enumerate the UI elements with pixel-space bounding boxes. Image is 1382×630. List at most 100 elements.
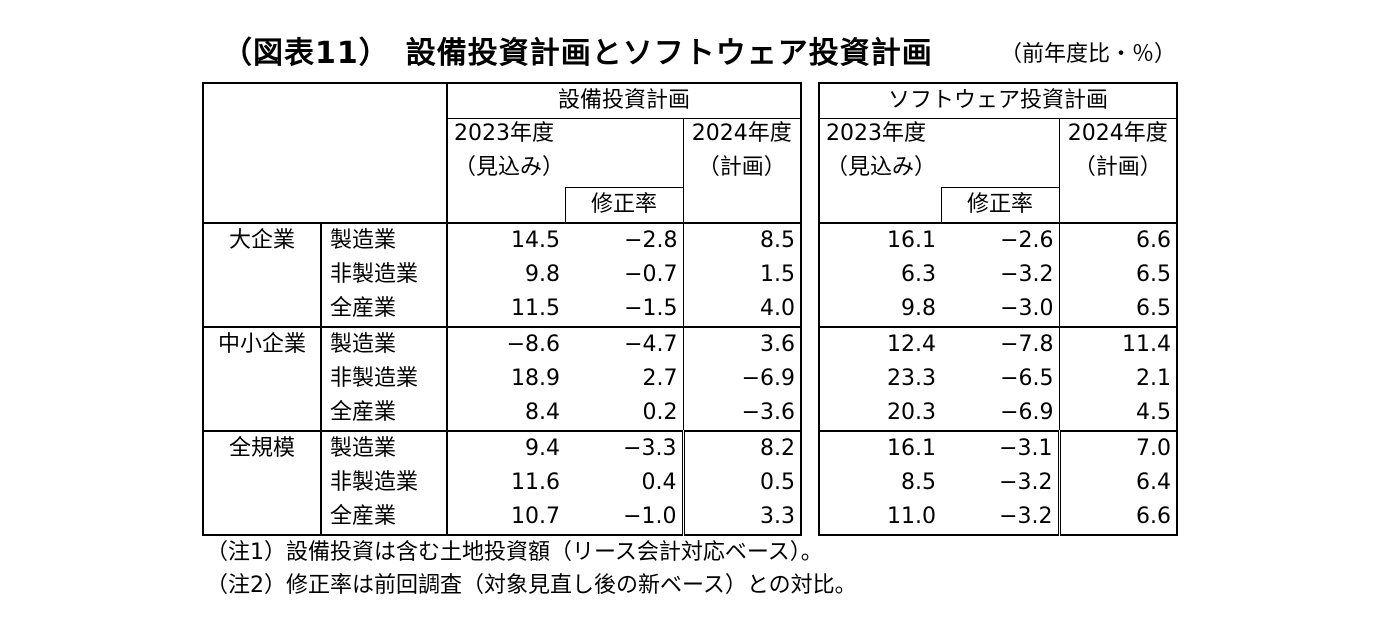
capex-fy2024-header-2: （計画）: [682, 153, 802, 224]
capex-revision-header: 修正率: [564, 187, 683, 224]
table-row: 非製造業 18.9 2.7 −6.9 23.3 −6.5 2.1: [203, 362, 1178, 396]
software-revision-value: −6.9: [941, 396, 1059, 432]
capex-fy2024-value: −3.6: [682, 396, 802, 432]
capex-revision-value: 0.4: [641, 470, 677, 495]
size-label-sme: 中小企業: [202, 327, 322, 432]
table-row: 大企業 製造業 14.5 −2.8 8.5 16.1 −2.6 6.6: [202, 223, 1178, 328]
software-revision-value: −2.6: [1000, 228, 1054, 253]
table-row: 全産業 10.7 −1.0 3.3 11.0 −3.2 6.6: [203, 500, 1178, 536]
capex-fy2024-value: 3.6: [682, 327, 802, 362]
capex-fy2024-value: 0.5: [681, 466, 802, 500]
capex-fy2023-value: 8.4: [447, 396, 565, 432]
software-fy2023-value: 11.0: [818, 500, 941, 536]
capex-revision-value: −2.8: [624, 228, 678, 253]
software-revision-value: −3.2: [941, 500, 1059, 536]
software-fy2024-header-1: 2024年度: [1058, 118, 1178, 153]
sector-label: 非製造業: [321, 466, 448, 500]
software-fy2023-value: 8.5: [818, 466, 941, 500]
software-fy2023-header-2: （見込み）: [818, 153, 1059, 188]
software-revision-value: −3.2: [999, 470, 1053, 495]
software-fy2023-value: 9.8: [818, 292, 941, 328]
software-fy2023-value: 6.3: [818, 258, 941, 292]
software-revision-value: −3.1: [999, 436, 1053, 461]
capex-fy2024-value: 8.5: [682, 223, 802, 258]
software-revision-value: −7.8: [1000, 332, 1054, 357]
software-fy2023-value: 20.3: [818, 396, 941, 432]
capex-fy2023-value: 14.5: [511, 228, 560, 253]
size-label-all: 全規模: [202, 431, 322, 536]
header-corner: [202, 82, 448, 224]
table-row: 非製造業 9.8 −0.7 1.5 6.3 −3.2 6.5: [203, 258, 1178, 292]
header-row-2: 2023年度 2024年度 2023年度 2024年度: [203, 118, 1178, 153]
note-2: （注2）修正率は前回調査（対象見直し後の新ベース）との対比。: [206, 573, 857, 598]
capex-fy2023-value: −8.6: [506, 332, 560, 357]
sector-label: 非製造業: [321, 362, 448, 396]
software-fy2023-value: 23.3: [818, 362, 941, 396]
capex-fy2023-blank: [447, 187, 565, 224]
page-title: （図表11） 設備投資計画とソフトウェア投資計画: [222, 36, 933, 71]
capex-revision-value: 0.2: [565, 396, 683, 432]
software-revision-header: 修正率: [940, 187, 1059, 224]
capex-fy2023-value: 9.4: [525, 436, 560, 461]
sector-label: 製造業: [321, 223, 448, 258]
capex-revision-value: 2.7: [642, 366, 678, 391]
gap-column: [801, 83, 819, 535]
capex-fy2024-value: 3.3: [681, 500, 802, 536]
header-row-4: 修正率 修正率: [203, 187, 1177, 224]
sector-label: 全産業: [321, 292, 448, 328]
software-fy2024-value: 6.4: [1057, 466, 1178, 500]
table-row: 中小企業 製造業 −8.6 −4.7 3.6 12.4 −7.8 11.4: [202, 327, 1178, 432]
software-fy2024-value: 2.1: [1058, 362, 1178, 396]
software-revision-value: −3.0: [941, 292, 1059, 328]
note-1: （注1）設備投資は含む土地投資額（リース会計対応ベース）。: [206, 540, 823, 565]
size-label-large: 大企業: [202, 223, 322, 328]
capex-revision-value: −1.5: [565, 292, 683, 328]
capex-fy2024-value: 8.2: [681, 431, 802, 466]
software-fy2024-value: 4.5: [1058, 396, 1178, 432]
capex-fy2024-value: 1.5: [682, 258, 802, 292]
software-revision-value: −6.5: [1000, 366, 1054, 391]
software-fy2023-header-1: 2023年度: [818, 118, 1059, 153]
software-fy2024-value: 6.5: [1058, 258, 1178, 292]
software-fy2024-value: 6.6: [1058, 223, 1178, 258]
capex-fy2023-value: 10.7: [447, 500, 565, 536]
software-fy2024-value: 6.5: [1058, 292, 1178, 328]
capex-fy2023-value: 11.6: [511, 470, 560, 495]
notes: （注1）設備投資は含む土地投資額（リース会計対応ベース）。 （注2）修正率は前回…: [206, 536, 857, 602]
sector-label: 非製造業: [321, 258, 448, 292]
unit-label: （前年度比・％）: [1000, 42, 1177, 67]
software-fy2023-value: 16.1: [818, 431, 941, 466]
capex-fy2023-header-2: （見込み）: [454, 155, 565, 180]
software-fy2024-header-2: （計画）: [1058, 153, 1178, 224]
software-fy2023-blank: [818, 187, 941, 224]
capex-fy2023-value: 18.9: [511, 366, 560, 391]
software-fy2024-value: 6.6: [1057, 500, 1178, 536]
table-row: 全規模 製造業 9.4 −3.3 8.2 16.1 −3.1 7.0: [202, 431, 1178, 536]
capex-fy2024-value: 4.0: [682, 292, 802, 328]
capex-group-header: 設備投資計画: [447, 82, 802, 119]
software-fy2023-value: 16.1: [818, 223, 941, 258]
capex-revision-value: −3.3: [623, 436, 677, 461]
software-fy2024-value: 11.4: [1058, 327, 1178, 362]
header-row-3: （見込み） （計画） （見込み） （計画）: [203, 153, 1178, 224]
software-revision-value: −3.2: [1000, 262, 1054, 287]
capex-fy2024-header-1: 2024年度: [682, 118, 802, 153]
software-fy2024-value: 7.0: [1057, 431, 1178, 466]
software-fy2023-value: 12.4: [818, 327, 941, 362]
table-row: 全産業 11.5 −1.5 4.0 9.8 −3.0 6.5: [203, 292, 1178, 328]
header-row-1: 設備投資計画 ソフトウェア投資計画: [202, 82, 1178, 535]
table-row: 全産業 8.4 0.2 −3.6 20.3 −6.9 4.5: [203, 396, 1178, 432]
capex-revision-value: −0.7: [624, 262, 678, 287]
capex-fy2024-value: −6.9: [682, 362, 802, 396]
table-row: 非製造業 11.6 0.4 0.5 8.5 −3.2 6.4: [203, 466, 1178, 500]
capex-revision-value: −4.7: [624, 332, 678, 357]
capex-fy2023-value: 9.8: [525, 262, 560, 287]
sector-label: 全産業: [321, 396, 448, 432]
capex-fy2023-header-1: 2023年度: [454, 121, 554, 146]
sector-label: 製造業: [321, 431, 448, 466]
capex-revision-value: −1.0: [565, 500, 683, 536]
capex-fy2023-value: 11.5: [447, 292, 565, 328]
investment-table: 設備投資計画 ソフトウェア投資計画 2023年度 2024年度 2023年度 2…: [202, 82, 1178, 536]
software-group-header: ソフトウェア投資計画: [818, 82, 1178, 119]
sector-label: 全産業: [321, 500, 448, 536]
